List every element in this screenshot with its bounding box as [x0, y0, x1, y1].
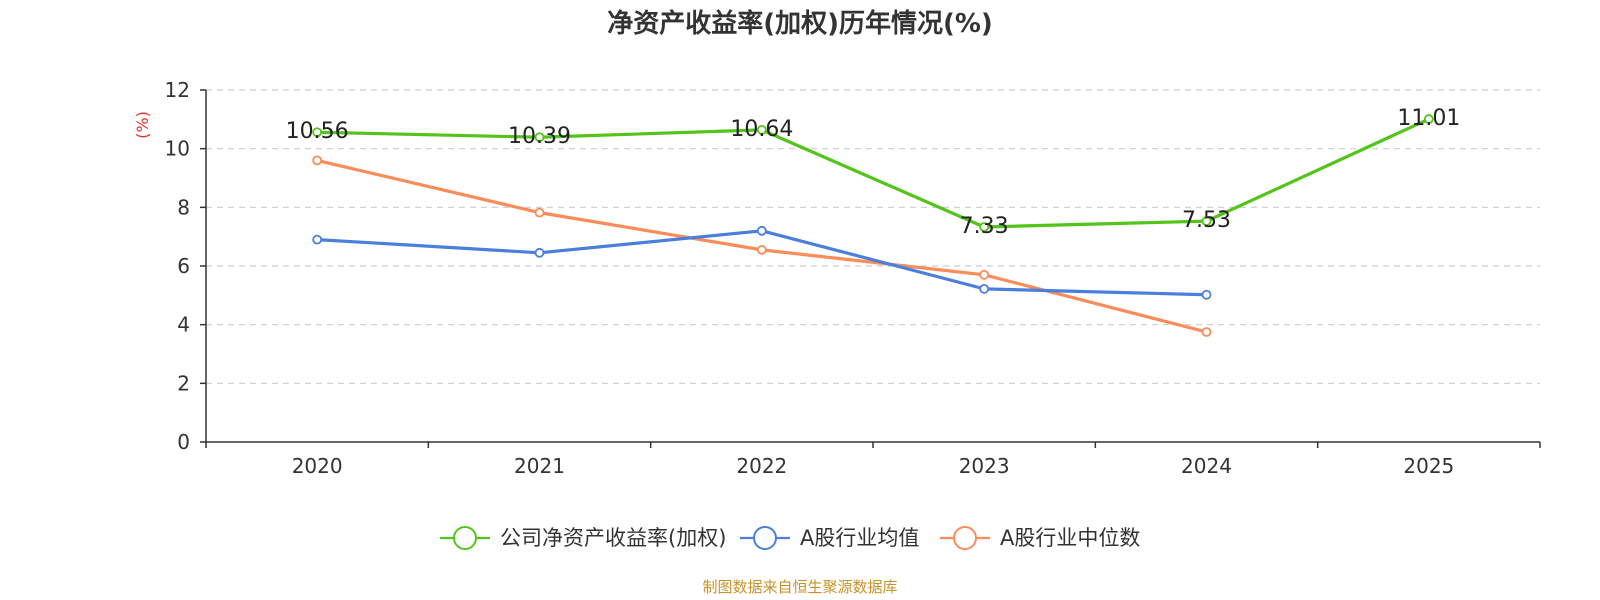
data-point[interactable] [534, 132, 545, 143]
series-line [317, 117, 1430, 229]
data-point[interactable] [756, 225, 767, 236]
data-label: 11.01 [1397, 106, 1460, 131]
series-line [317, 229, 1207, 297]
series-2 [312, 155, 1212, 337]
x-tick-label: 2020 [292, 454, 343, 478]
y-tick-label: 12 [165, 78, 190, 102]
legend-item-1[interactable]: A股行业均值 [740, 526, 919, 550]
legend-label: 公司净资产收益率(加权) [500, 526, 726, 550]
y-tick-label: 8 [177, 195, 190, 219]
legend-label: A股行业中位数 [1000, 526, 1140, 550]
axes: 0 2 4 6 8 10 12 2020 2021 2022 2023 2024 2025 [165, 78, 1541, 478]
data-label: 7.33 [960, 214, 1009, 239]
series-1 [312, 225, 1212, 300]
x-tick-label: 2023 [959, 454, 1010, 478]
y-tick-label: 2 [177, 371, 190, 395]
data-label: 10.64 [730, 117, 793, 142]
data-point[interactable] [534, 207, 545, 218]
data-point[interactable] [312, 127, 323, 138]
legend-marker-icon [753, 526, 777, 550]
data-point[interactable] [756, 244, 767, 255]
data-point[interactable] [312, 234, 323, 245]
data-label: 7.53 [1182, 208, 1231, 233]
data-point[interactable] [756, 124, 767, 135]
series-layer [312, 114, 1434, 337]
x-tick-label: 2021 [514, 454, 565, 478]
data-point[interactable] [1423, 114, 1434, 124]
data-label: 10.56 [286, 119, 349, 144]
data-source-note: 制图数据来自恒生聚源数据库 [702, 578, 897, 596]
x-tick-label: 2024 [1181, 454, 1232, 478]
x-tick-label: 2025 [1403, 454, 1454, 478]
y-axis-label: (%) [133, 111, 152, 139]
legend: 公司净资产收益率(加权) A股行业均值 A股行业中位数 [440, 526, 1140, 550]
series-0 [312, 114, 1434, 232]
data-point[interactable] [312, 155, 323, 166]
y-tick-label: 0 [177, 430, 190, 454]
data-point[interactable] [1201, 327, 1212, 337]
grid-lines [206, 89, 1540, 384]
data-label: 10.39 [508, 124, 571, 149]
data-point[interactable] [1201, 289, 1212, 300]
legend-marker-icon [453, 526, 477, 550]
y-tick-label: 4 [177, 313, 190, 337]
data-point[interactable] [979, 222, 990, 232]
legend-marker-icon [953, 526, 977, 550]
data-point[interactable] [1201, 216, 1212, 227]
chart-title: 净资产收益率(加权)历年情况(%) [607, 8, 993, 39]
data-point[interactable] [979, 269, 990, 280]
data-point[interactable] [534, 247, 545, 258]
data-point[interactable] [979, 283, 990, 294]
legend-label: A股行业均值 [800, 526, 919, 550]
x-tick-label: 2022 [736, 454, 787, 478]
y-tick-label: 10 [165, 137, 190, 161]
y-tick-label: 6 [177, 254, 190, 278]
data-labels: 10.56 10.39 10.64 7.33 7.53 11.01 [286, 106, 1461, 239]
legend-item-0[interactable]: 公司净资产收益率(加权) [440, 526, 726, 550]
legend-item-2[interactable]: A股行业中位数 [940, 526, 1140, 550]
